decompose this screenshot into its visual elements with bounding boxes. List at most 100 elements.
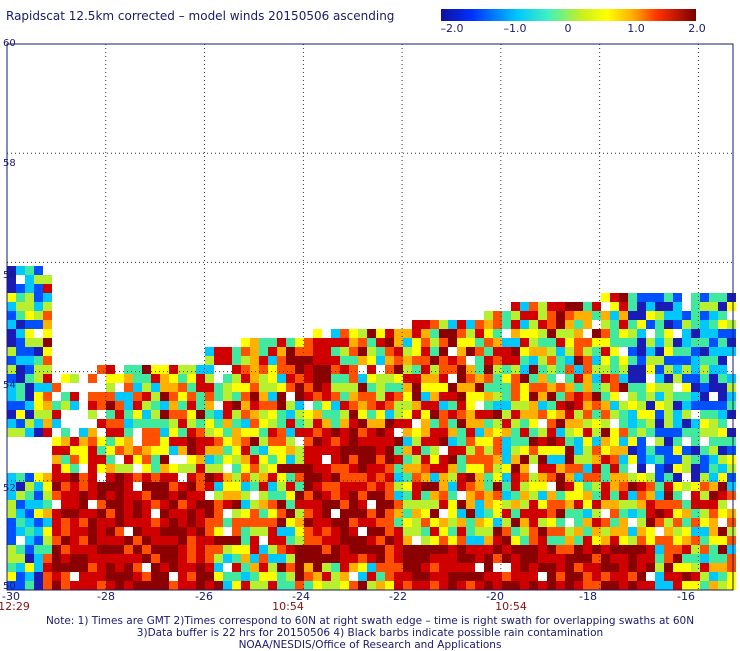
wind-cell: [718, 563, 727, 572]
wind-cell: [565, 572, 574, 581]
wind-cell: [493, 338, 502, 347]
wind-cell: [187, 392, 196, 401]
wind-cell: [232, 500, 241, 509]
wind-cell: [349, 437, 358, 446]
wind-cell: [583, 563, 592, 572]
wind-cell: [340, 410, 349, 419]
wind-cell: [709, 401, 718, 410]
wind-cell: [331, 491, 340, 500]
wind-cell: [196, 491, 205, 500]
wind-cell: [430, 401, 439, 410]
wind-cell: [403, 527, 412, 536]
wind-cell: [313, 572, 322, 581]
wind-cell: [655, 410, 664, 419]
wind-cell: [691, 383, 700, 392]
wind-cell: [484, 527, 493, 536]
wind-cell: [709, 455, 718, 464]
wind-cell: [700, 383, 709, 392]
wind-cell: [367, 365, 376, 374]
wind-cell: [466, 563, 475, 572]
wind-cell: [376, 374, 385, 383]
wind-cell: [718, 446, 727, 455]
wind-cell: [475, 455, 484, 464]
wind-cell: [610, 437, 619, 446]
wind-cell: [664, 311, 673, 320]
wind-cell: [682, 446, 691, 455]
wind-cell: [232, 518, 241, 527]
wind-cell: [574, 311, 583, 320]
wind-cell: [484, 392, 493, 401]
wind-cell: [628, 383, 637, 392]
wind-cell: [178, 446, 187, 455]
wind-cell: [268, 374, 277, 383]
wind-cell: [7, 536, 16, 545]
wind-cell: [259, 491, 268, 500]
wind-cell: [367, 536, 376, 545]
wind-cell: [277, 437, 286, 446]
wind-cell: [538, 464, 547, 473]
wind-cell: [259, 365, 268, 374]
wind-cell: [547, 329, 556, 338]
wind-cell: [169, 473, 178, 482]
wind-cell: [610, 410, 619, 419]
wind-cell: [592, 311, 601, 320]
wind-cell: [205, 437, 214, 446]
wind-cell: [637, 356, 646, 365]
wind-cell: [682, 581, 691, 590]
wind-cell: [133, 491, 142, 500]
wind-cell: [232, 401, 241, 410]
wind-cell: [673, 482, 682, 491]
wind-cell: [367, 428, 376, 437]
wind-cell: [385, 536, 394, 545]
wind-cell: [628, 374, 637, 383]
wind-cell: [151, 464, 160, 473]
wind-cell: [223, 581, 232, 590]
wind-cell: [268, 527, 277, 536]
lat-label-52: 52: [3, 483, 16, 494]
wind-cell: [574, 572, 583, 581]
wind-cell: [601, 563, 610, 572]
lon-label: -30: [2, 590, 20, 603]
wind-cell: [7, 545, 16, 554]
wind-cell: [178, 491, 187, 500]
wind-cell: [547, 491, 556, 500]
wind-cell: [592, 374, 601, 383]
wind-cell: [178, 401, 187, 410]
wind-cell: [583, 482, 592, 491]
wind-cell: [565, 302, 574, 311]
wind-cell: [259, 545, 268, 554]
wind-cell: [187, 545, 196, 554]
wind-cell: [52, 536, 61, 545]
wind-cell: [367, 401, 376, 410]
wind-cell: [664, 320, 673, 329]
wind-cell: [475, 392, 484, 401]
wind-cell: [628, 365, 637, 374]
wind-cell: [115, 446, 124, 455]
wind-cell: [43, 581, 52, 590]
wind-cell: [709, 320, 718, 329]
wind-cell: [727, 482, 736, 491]
wind-cell: [250, 338, 259, 347]
wind-cell: [70, 464, 79, 473]
wind-cell: [727, 302, 736, 311]
wind-cell: [142, 446, 151, 455]
wind-cell: [313, 491, 322, 500]
wind-cell: [61, 374, 70, 383]
wind-cell: [115, 491, 124, 500]
wind-cell: [673, 563, 682, 572]
wind-cell: [349, 545, 358, 554]
wind-cell: [646, 509, 655, 518]
wind-cell: [709, 374, 718, 383]
wind-cell: [439, 554, 448, 563]
wind-cell: [385, 581, 394, 590]
wind-cell: [115, 428, 124, 437]
wind-cell: [268, 410, 277, 419]
wind-cell: [574, 527, 583, 536]
wind-cell: [223, 518, 232, 527]
wind-cell: [484, 572, 493, 581]
wind-cell: [313, 500, 322, 509]
wind-cell: [682, 563, 691, 572]
wind-cell: [196, 572, 205, 581]
wind-cell: [421, 347, 430, 356]
wind-cell: [367, 527, 376, 536]
